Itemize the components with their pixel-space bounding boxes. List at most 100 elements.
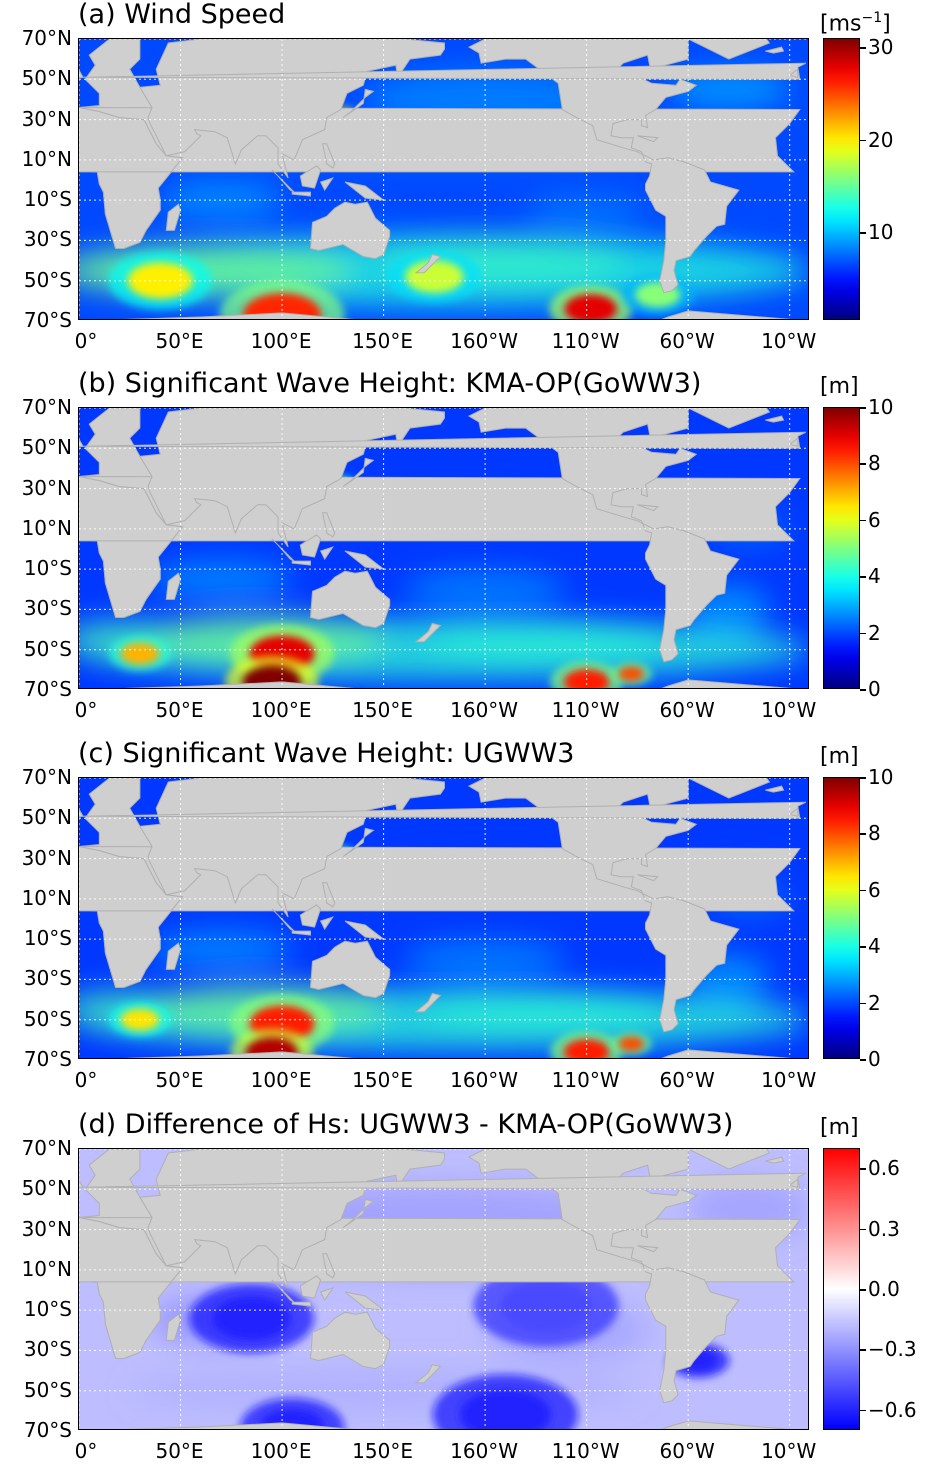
colorbar	[823, 38, 860, 320]
colorbar-tick-mark	[860, 889, 866, 892]
panel-title: (a) Wind Speed	[78, 0, 286, 30]
colorbar-tick-mark	[860, 1289, 866, 1291]
lon-tick-label: 160°W	[450, 329, 519, 353]
colorbar-unit-base: [ms	[820, 11, 862, 37]
panel-title: (b) Significant Wave Height: KMA-OP(GoWW…	[78, 368, 702, 399]
land-mass	[322, 882, 336, 908]
lon-tick-label: 110°W	[551, 329, 620, 353]
lat-tick-label: 10°N	[21, 1256, 72, 1281]
land-mass	[291, 930, 311, 936]
land-mass	[165, 1313, 182, 1341]
lat-tick-label: 50°N	[21, 805, 72, 830]
lat-tick-label: 30°N	[21, 475, 72, 500]
wind-speed-panel: (a) Wind Speed 70°N 50°N 30°N 10°N 10°S 30°S 50…	[0, 0, 943, 367]
land-mass	[83, 801, 807, 819]
land-mass	[139, 408, 445, 548]
land-mass	[687, 408, 771, 429]
colorbar-tick-label: 0	[868, 1047, 881, 1071]
colorbar-tick-mark	[860, 139, 866, 142]
land-mass	[414, 622, 442, 643]
lon-tick-label: 110°W	[551, 1068, 620, 1092]
lon-tick-label: 110°W	[551, 698, 620, 722]
colorbar-tick-mark	[860, 576, 866, 578]
land-mass	[637, 135, 659, 143]
lon-tick-label: 150°E	[352, 329, 413, 353]
lon-tick-label: 60°W	[659, 1439, 715, 1463]
colorbar-tick-mark	[860, 1002, 866, 1005]
land-mass	[637, 1245, 659, 1253]
colorbar-tick-mark	[860, 777, 866, 779]
colorbar-tick-mark	[860, 1168, 866, 1170]
land-mass	[414, 992, 442, 1013]
lat-tick-label: 30°S	[23, 966, 72, 991]
land-mass	[165, 942, 182, 970]
colorbar-tick-label: 4	[868, 934, 881, 959]
land-mass	[291, 560, 311, 566]
colorbar-unit-base: [m]	[820, 1115, 859, 1140]
land-mass	[165, 203, 182, 231]
lat-tick-label: 30°S	[23, 1337, 72, 1362]
land-mass	[271, 1279, 295, 1303]
lat-tick-label: 70°N	[21, 765, 72, 789]
land-mass	[765, 46, 785, 54]
lon-tick-label: 0°	[74, 329, 98, 353]
colorbar-tick-label: 6	[868, 507, 881, 532]
lon-tick-label: 50°E	[155, 1068, 204, 1092]
lat-tick-label: 70°S	[23, 677, 72, 701]
land-mass	[271, 908, 295, 932]
land-mass	[124, 1049, 792, 1058]
lon-tick-label: 60°W	[659, 698, 715, 722]
colorbar-tick-mark	[860, 1349, 866, 1351]
lon-tick-label: 50°E	[155, 329, 204, 353]
lat-tick-label: 70°S	[23, 1047, 72, 1071]
lat-tick-label: 50°N	[21, 66, 72, 91]
land-mass	[687, 778, 771, 799]
land-mass	[309, 201, 391, 260]
colorbar-tick-mark	[860, 833, 866, 835]
colorbar	[823, 777, 860, 1059]
lat-tick-label: 10°N	[21, 515, 72, 540]
lon-tick-label: 0°	[74, 698, 98, 722]
land-mass	[139, 778, 445, 918]
feature-peak	[243, 293, 322, 319]
colorbar-tick-mark	[860, 689, 866, 691]
land-mass	[299, 1275, 322, 1299]
land-mass	[79, 438, 84, 448]
feature-peak	[618, 1036, 645, 1052]
colorbar-tick-mark	[860, 632, 866, 635]
colorbar-tick-mark	[860, 1059, 866, 1061]
lat-tick-label: 30°S	[23, 596, 72, 621]
lat-tick-label: 10°S	[23, 556, 72, 581]
land-mass	[788, 68, 799, 78]
colorbar-unit-exponent: −1	[861, 10, 883, 26]
field-pattern	[424, 619, 668, 660]
land-mass	[79, 808, 84, 818]
land-mass	[299, 165, 322, 189]
land-mass	[342, 457, 375, 488]
lat-tick-label: 10°S	[23, 187, 72, 212]
colorbar-tick-mark	[860, 1228, 866, 1231]
colorbar-tick-label: 4	[868, 564, 881, 589]
lon-tick-label: 10°W	[761, 1068, 817, 1092]
lon-tick-label: 100°E	[250, 1068, 312, 1092]
lon-tick-label: 150°E	[352, 1439, 413, 1463]
map-field	[78, 407, 809, 689]
lat-tick-label: 10°N	[21, 146, 72, 171]
map-svg	[79, 778, 808, 1058]
lon-tick-label: 100°E	[250, 1439, 312, 1463]
feature-peak	[459, 1389, 551, 1429]
land-mass	[344, 920, 386, 940]
colorbar-tick-label: 6	[868, 877, 881, 902]
land-mass	[271, 538, 295, 562]
land-mass	[788, 1178, 799, 1188]
lat-tick-label: 30°N	[21, 1216, 72, 1241]
colorbar-tick-label: 8	[868, 821, 881, 846]
land-mass	[291, 1301, 311, 1307]
lat-tick-label: 50°S	[23, 1006, 72, 1031]
lon-tick-label: 10°W	[761, 1439, 817, 1463]
colorbar-tick-label: 10	[868, 765, 894, 789]
land-mass	[83, 1172, 807, 1190]
colorbar-tick-label: 0.3	[868, 1216, 900, 1241]
colorbar-tick-label: −0.3	[868, 1337, 917, 1362]
feature-peak	[212, 1296, 291, 1340]
